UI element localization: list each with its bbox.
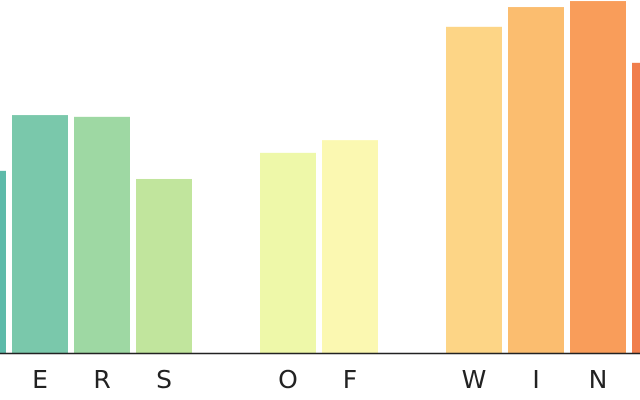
bar: [260, 152, 316, 353]
bar: [570, 1, 626, 354]
x-tick-label: E: [32, 365, 48, 394]
bar: [74, 116, 130, 353]
x-tick-label: R: [93, 365, 110, 394]
bar: [632, 62, 640, 354]
x-tick-label: W: [462, 365, 487, 394]
x-tick-label: O: [278, 365, 298, 394]
bar: [322, 140, 378, 353]
x-tick-label: I: [532, 365, 539, 394]
x-tick-label: N: [589, 365, 608, 394]
bar: [136, 178, 192, 353]
bar: [446, 26, 502, 353]
bar: [12, 115, 68, 353]
bar: [508, 7, 564, 354]
x-tick-label: S: [156, 365, 172, 394]
x-tick-label: F: [343, 365, 357, 394]
bar: [0, 170, 6, 353]
